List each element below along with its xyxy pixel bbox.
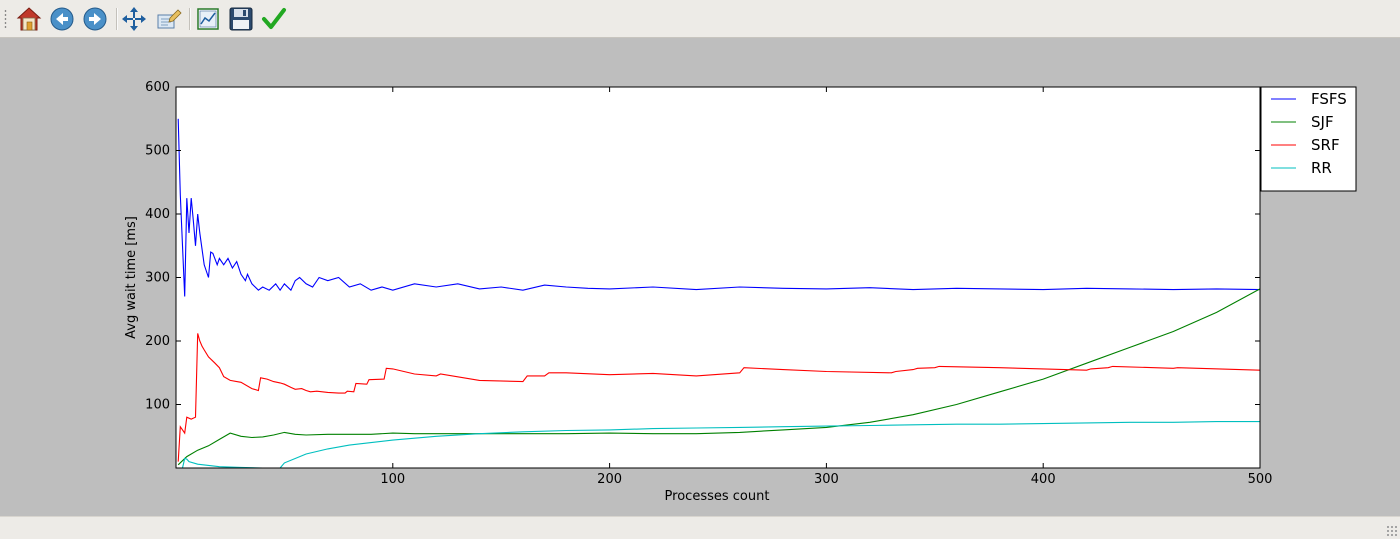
x-tick-label: 400 [1031,472,1056,487]
legend-label: FSFS [1311,90,1347,108]
save-icon [229,7,253,31]
toolbar-separator [116,8,118,30]
pan-icon [122,7,146,31]
zoom-button[interactable] [156,6,182,32]
status-bar [0,516,1400,539]
line-chart: 100 200 300 400 500 100 200 300 400 500 600 Process… [124,80,1357,504]
resize-grip[interactable] [1386,525,1398,537]
legend-label: SRF [1311,136,1340,154]
pan-button[interactable] [121,6,147,32]
series-line-sjf [177,288,1260,466]
y-tick-label: 300 [145,271,170,286]
edit-parameters-icon [262,8,286,29]
legend-label: SJF [1311,113,1334,131]
legend-label: RR [1311,159,1332,177]
zoom-icon [157,9,182,29]
forward-button[interactable] [82,6,108,32]
save-button[interactable] [228,6,254,32]
subplots-button[interactable] [195,6,221,32]
forward-icon [83,7,107,31]
figure-canvas[interactable]: 100 200 300 400 500 100 200 300 400 500 600 Process… [0,38,1400,516]
x-tick-label: 200 [597,472,622,487]
subplots-icon [197,8,219,30]
y-tick-label: 200 [145,334,170,349]
toolbar-grip[interactable] [4,9,7,29]
toolbar-separator [189,8,191,30]
x-tick-label: 300 [814,472,839,487]
x-tick-label: 500 [1248,472,1273,487]
x-axis-label: Processes count [665,489,770,504]
series-line-rr [181,421,1260,468]
y-tick-label: 500 [145,144,170,159]
edit-parameters-button[interactable] [261,6,287,32]
home-button[interactable] [16,6,42,32]
y-tick-label: 100 [145,398,170,413]
toolbar [0,0,1400,38]
x-tick-label: 100 [380,472,405,487]
back-icon [50,7,74,31]
legend-box [1260,86,1357,192]
series-line-fsfs [177,118,1260,297]
series-line-srf [177,333,1260,462]
y-tick-label: 400 [145,207,170,222]
back-button[interactable] [49,6,75,32]
y-axis-label: Avg wait time [ms] [124,216,139,339]
home-icon [16,7,42,31]
plot-area [176,87,1260,468]
y-tick-label: 600 [145,80,170,95]
